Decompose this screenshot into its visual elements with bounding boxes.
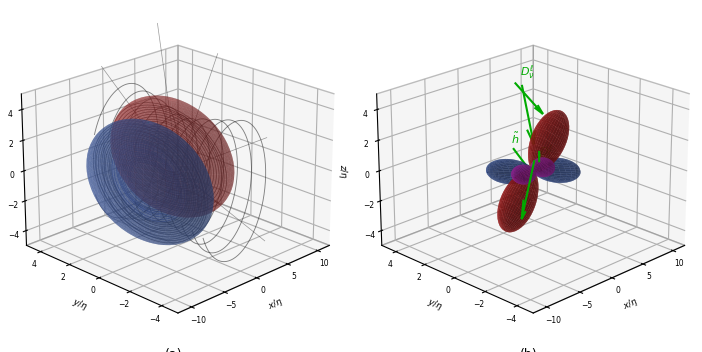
Y-axis label: $y/\eta$: $y/\eta$ (425, 295, 445, 313)
X-axis label: $x/\eta$: $x/\eta$ (266, 295, 286, 313)
Y-axis label: $y/\eta$: $y/\eta$ (70, 295, 90, 313)
X-axis label: $x/\eta$: $x/\eta$ (621, 295, 641, 313)
Text: (a): (a) (164, 348, 182, 352)
Text: (b): (b) (520, 348, 538, 352)
